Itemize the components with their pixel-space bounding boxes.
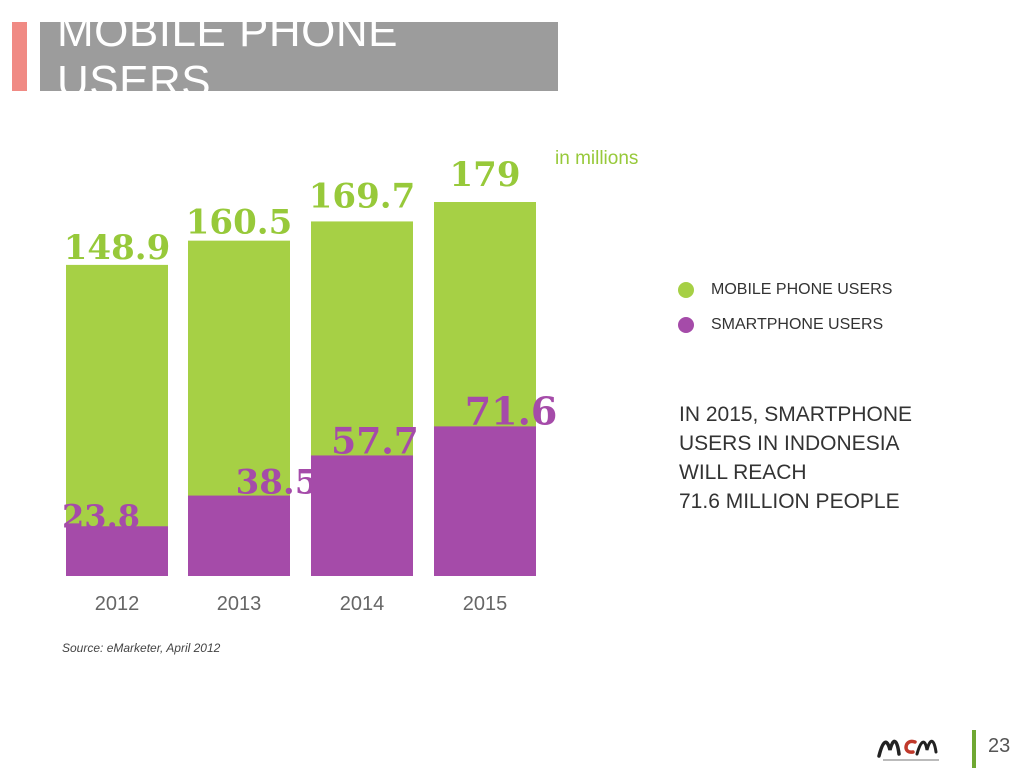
legend-dot-smartphone (678, 316, 694, 333)
legend-item-mobile: MOBILE PHONE USERS (678, 272, 892, 307)
x-tick-label-2015: 2015 (463, 593, 508, 615)
bar-smartphone-2012 (66, 526, 168, 576)
value-label-smartphone-2014: 57.7 (331, 420, 419, 462)
note-line: USERS IN INDONESIA (679, 432, 900, 455)
title-banner: MOBILE PHONE USERS (40, 7, 558, 106)
note-line: IN 2015, SMARTPHONE (679, 403, 913, 426)
x-tick-label-2013: 2013 (217, 593, 262, 615)
value-label-mobile-2015: 179 (450, 155, 521, 195)
title-accent-bar (12, 22, 27, 91)
x-tick-label-2012: 2012 (95, 593, 140, 615)
note-line: WILL REACH (679, 461, 807, 484)
bar-smartphone-2014 (311, 455, 413, 576)
legend-item-smartphone: SMARTPHONE USERS (678, 307, 892, 342)
legend-dot-mobile (678, 281, 694, 298)
footer-divider (972, 730, 976, 768)
value-label-mobile-2012: 148.9 (64, 228, 170, 268)
unit-label: in millions (555, 148, 639, 169)
value-label-mobile-2014: 169.7 (309, 176, 415, 216)
bar-smartphone-2013 (188, 495, 290, 576)
company-logo (877, 739, 939, 761)
value-label-smartphone-2012: 23.8 (62, 497, 140, 535)
note-line: 71.6 MILLION PEOPLE (679, 490, 900, 513)
legend-label-mobile: MOBILE PHONE USERS (711, 280, 893, 298)
source-citation: Source: eMarketer, April 2012 (62, 641, 221, 655)
legend: MOBILE PHONE USERS SMARTPHONE USERS (678, 272, 892, 342)
page-title: MOBILE PHONE USERS (57, 6, 398, 106)
value-label-smartphone-2013: 38.5 (236, 463, 319, 503)
value-label-mobile-2013: 160.5 (186, 203, 292, 243)
callout-note: IN 2015, SMARTPHONE USERS IN INDONESIA W… (679, 400, 979, 516)
bar-mobile-2012 (66, 264, 168, 576)
legend-label-smartphone: SMARTPHONE USERS (711, 315, 884, 333)
x-tick-label-2014: 2014 (340, 593, 385, 615)
bar-smartphone-2015 (434, 426, 536, 576)
value-label-smartphone-2015: 71.6 (465, 388, 558, 433)
page-number: 23 (988, 735, 1011, 757)
